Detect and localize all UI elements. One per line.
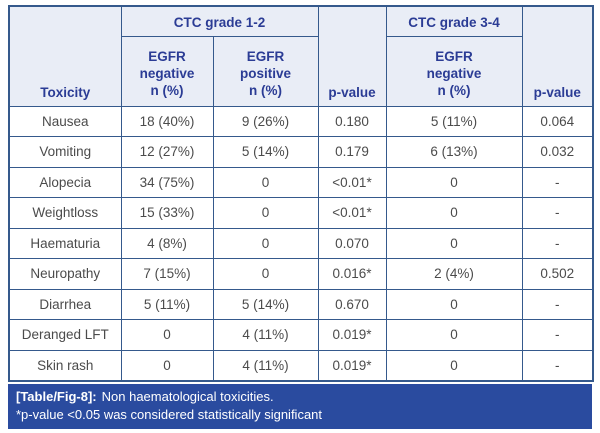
cell-g12-negative: 4 (8%) bbox=[120, 227, 214, 259]
column-group-ctc-grade-1-2: CTC grade 1-2 bbox=[120, 5, 319, 37]
cell-g12-positive: 0 bbox=[212, 258, 319, 290]
cell-g34-negative: 5 (11%) bbox=[385, 105, 523, 137]
cell-g34-negative: 0 bbox=[385, 288, 523, 320]
caption-title: Non haematological toxicities. bbox=[101, 388, 274, 404]
cell-pvalue-1: <0.01* bbox=[317, 197, 387, 229]
cell-pvalue-2: - bbox=[521, 197, 594, 229]
column-header-g12-egfr-positive: EGFR positive n (%) bbox=[212, 35, 319, 107]
caption-line-1: [Table/Fig-8]: Non haematological toxicit… bbox=[16, 388, 584, 406]
cell-g12-negative: 34 (75%) bbox=[120, 166, 214, 198]
header-line: positive bbox=[239, 65, 291, 81]
table-row: Alopecia 34 (75%) 0 <0.01* 0 - bbox=[8, 166, 594, 198]
cell-pvalue-1: 0.019* bbox=[317, 319, 387, 351]
table-caption: [Table/Fig-8]: Non haematological toxicit… bbox=[8, 383, 592, 430]
cell-g12-negative: 0 bbox=[120, 349, 214, 381]
cell-g34-negative: 0 bbox=[385, 349, 523, 381]
header-line: negative bbox=[139, 65, 195, 81]
cell-pvalue-2: - bbox=[521, 288, 594, 320]
header-line: n (%) bbox=[249, 82, 282, 98]
caption-note: *p-value <0.05 was considered statistica… bbox=[16, 406, 323, 422]
cell-g12-positive: 0 bbox=[212, 197, 319, 229]
table-row: Diarrhea 5 (11%) 5 (14%) 0.670 0 - bbox=[8, 288, 594, 320]
table-row: Neuropathy 7 (15%) 0 0.016* 2 (4%) 0.502 bbox=[8, 258, 594, 290]
cell-toxicity: Neuropathy bbox=[8, 258, 122, 290]
cell-toxicity: Deranged LFT bbox=[8, 319, 122, 351]
cell-pvalue-1: 0.670 bbox=[317, 288, 387, 320]
table-header: Toxicity CTC grade 1-2 p-value CTC grade… bbox=[8, 5, 594, 107]
cell-pvalue-2: 0.502 bbox=[521, 258, 594, 290]
header-line: EGFR bbox=[435, 48, 473, 64]
cell-g12-positive: 0 bbox=[212, 166, 319, 198]
cell-pvalue-2: 0.064 bbox=[521, 105, 594, 137]
cell-g12-negative: 7 (15%) bbox=[120, 258, 214, 290]
cell-toxicity: Diarrhea bbox=[8, 288, 122, 320]
column-header-pvalue-1: p-value bbox=[317, 5, 387, 107]
cell-g34-negative: 0 bbox=[385, 319, 523, 351]
column-header-g12-egfr-negative: EGFR negative n (%) bbox=[120, 35, 214, 107]
cell-g12-positive: 4 (11%) bbox=[212, 319, 319, 351]
cell-pvalue-1: 0.180 bbox=[317, 105, 387, 137]
cell-g12-positive: 5 (14%) bbox=[212, 288, 319, 320]
cell-g34-negative: 0 bbox=[385, 227, 523, 259]
cell-g12-negative: 18 (40%) bbox=[120, 105, 214, 137]
cell-g12-negative: 0 bbox=[120, 319, 214, 351]
cell-toxicity: Alopecia bbox=[8, 166, 122, 198]
cell-g12-positive: 0 bbox=[212, 227, 319, 259]
cell-g12-negative: 12 (27%) bbox=[120, 136, 214, 168]
header-line: n (%) bbox=[150, 82, 184, 98]
cell-toxicity: Vomiting bbox=[8, 136, 122, 168]
cell-g12-negative: 5 (11%) bbox=[120, 288, 214, 320]
cell-g12-positive: 5 (14%) bbox=[212, 136, 319, 168]
cell-pvalue-2: 0.032 bbox=[521, 136, 594, 168]
cell-pvalue-1: 0.019* bbox=[317, 349, 387, 381]
column-group-ctc-grade-3-4: CTC grade 3-4 bbox=[385, 5, 523, 37]
cell-pvalue-2: - bbox=[521, 227, 594, 259]
column-header-g34-egfr-negative: EGFR negative n (%) bbox=[385, 35, 523, 107]
header-line: n (%) bbox=[437, 82, 471, 98]
cell-g12-positive: 4 (11%) bbox=[212, 349, 319, 381]
cell-pvalue-1: 0.016* bbox=[317, 258, 387, 290]
header-line: EGFR bbox=[246, 48, 285, 64]
cell-g34-negative: 2 (4%) bbox=[385, 258, 523, 290]
cell-g12-positive: 9 (26%) bbox=[212, 105, 319, 137]
cell-pvalue-2: - bbox=[521, 349, 594, 381]
table-row: Haematuria 4 (8%) 0 0.070 0 - bbox=[8, 227, 594, 259]
table-row: Nausea 18 (40%) 9 (26%) 0.180 5 (11%) 0.… bbox=[8, 105, 594, 137]
table-row: Deranged LFT 0 4 (11%) 0.019* 0 - bbox=[8, 319, 594, 351]
cell-pvalue-2: - bbox=[521, 166, 594, 198]
toxicity-table: Toxicity CTC grade 1-2 p-value CTC grade… bbox=[8, 5, 594, 382]
cell-g34-negative: 0 bbox=[385, 166, 523, 198]
caption-label: [Table/Fig-8]: bbox=[16, 388, 97, 404]
cell-g34-negative: 0 bbox=[385, 197, 523, 229]
figure-container: Toxicity CTC grade 1-2 p-value CTC grade… bbox=[8, 5, 594, 430]
cell-toxicity: Skin rash bbox=[8, 349, 122, 381]
table-row: Skin rash 0 4 (11%) 0.019* 0 - bbox=[8, 349, 594, 381]
cell-pvalue-1: 0.070 bbox=[317, 227, 387, 259]
header-line: EGFR bbox=[148, 48, 186, 64]
cell-pvalue-1: <0.01* bbox=[317, 166, 387, 198]
cell-g34-negative: 6 (13%) bbox=[385, 136, 523, 168]
cell-toxicity: Weightloss bbox=[8, 197, 122, 229]
header-group-row: Toxicity CTC grade 1-2 p-value CTC grade… bbox=[8, 5, 594, 107]
column-header-toxicity: Toxicity bbox=[8, 5, 122, 107]
cell-toxicity: Nausea bbox=[8, 105, 122, 137]
column-header-pvalue-2: p-value bbox=[521, 5, 594, 107]
table-body: Nausea 18 (40%) 9 (26%) 0.180 5 (11%) 0.… bbox=[8, 105, 594, 381]
cell-g12-negative: 15 (33%) bbox=[120, 197, 214, 229]
header-line: negative bbox=[426, 65, 482, 81]
table-row: Vomiting 12 (27%) 5 (14%) 0.179 6 (13%) … bbox=[8, 136, 594, 168]
header-sub-row: EGFR negative n (%) EGFR positive n (%) … bbox=[9, 35, 593, 107]
table-row: Weightloss 15 (33%) 0 <0.01* 0 - bbox=[8, 197, 594, 229]
cell-pvalue-2: - bbox=[521, 319, 594, 351]
cell-toxicity: Haematuria bbox=[8, 227, 122, 259]
cell-pvalue-1: 0.179 bbox=[317, 136, 387, 168]
